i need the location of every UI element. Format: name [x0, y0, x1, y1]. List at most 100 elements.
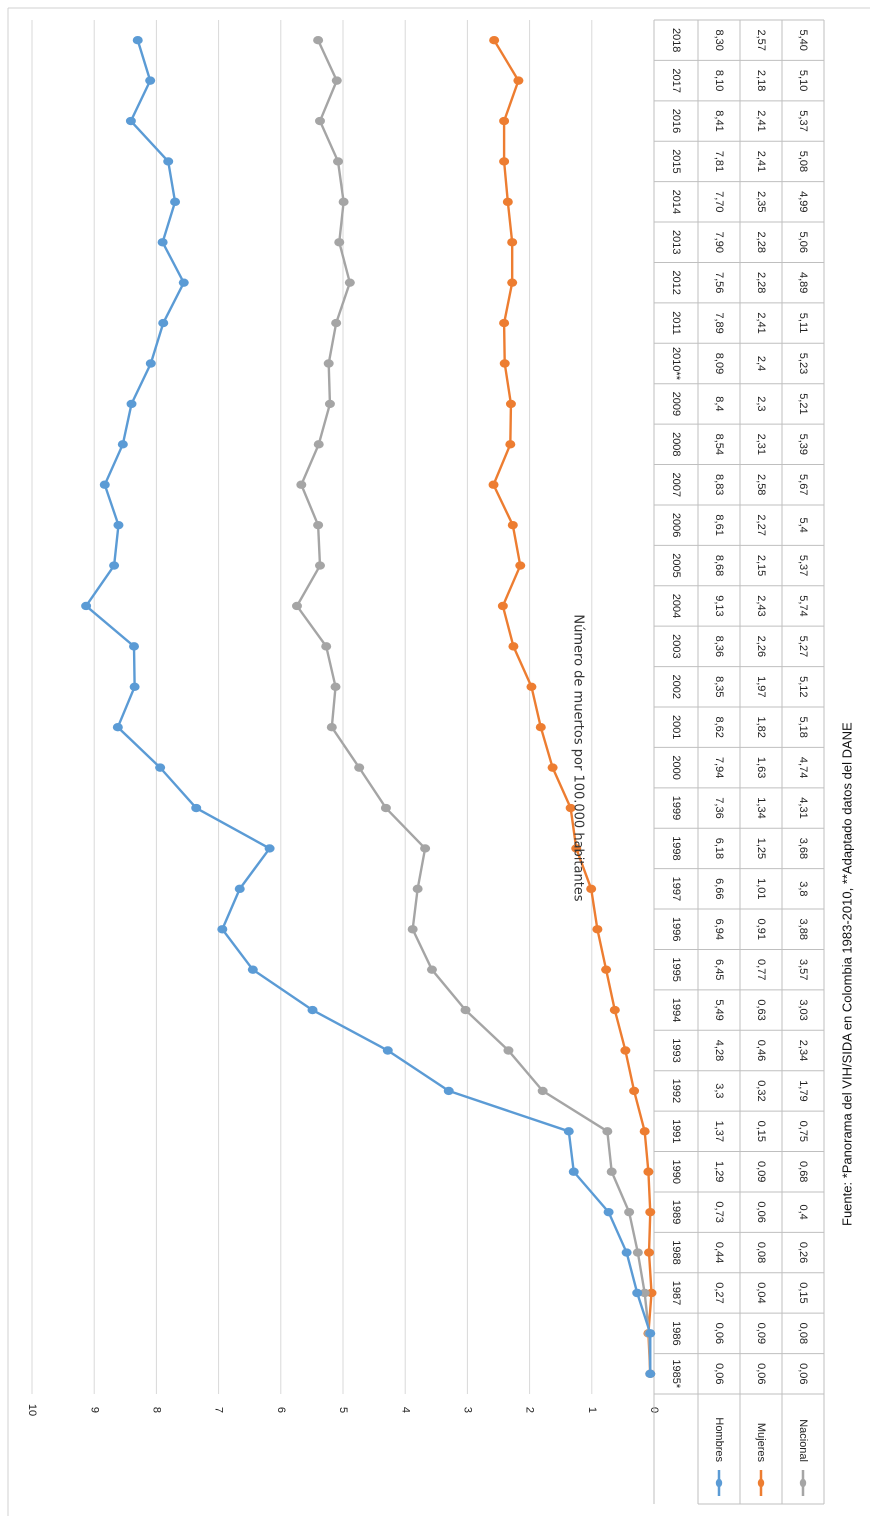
data-label: 2,28	[755, 232, 767, 253]
data-label: 5,37	[797, 110, 809, 131]
data-label: 0,27	[713, 1282, 725, 1303]
data-point	[568, 1167, 579, 1176]
data-point	[234, 884, 245, 894]
category-label: 1990	[670, 1159, 682, 1183]
data-point	[565, 803, 576, 813]
data-label: 5,37	[797, 555, 809, 576]
data-point	[264, 844, 275, 853]
data-point	[639, 1127, 650, 1136]
data-point	[338, 197, 349, 207]
data-label: 5,21	[797, 393, 809, 414]
data-point	[507, 238, 518, 247]
data-point	[145, 359, 156, 368]
data-label: 6,18	[713, 838, 725, 859]
data-point	[632, 1248, 643, 1257]
data-label: 0,26	[797, 1242, 809, 1263]
category-label: 2018	[670, 28, 682, 52]
data-label: 4,74	[797, 757, 809, 778]
data-point	[606, 1167, 617, 1176]
data-label: 4,99	[797, 191, 809, 212]
data-label: 2,41	[755, 312, 767, 333]
data-label: 8,83	[713, 474, 725, 495]
y-axis-label: Número de muertos por 100.000 habitantes	[571, 614, 586, 901]
data-point	[499, 157, 510, 166]
data-point	[334, 238, 345, 247]
y-tick-label: 9	[88, 1407, 100, 1413]
category-label: 2003	[670, 634, 682, 658]
data-label: 1,25	[755, 838, 767, 859]
data-label: 4,28	[713, 1040, 725, 1061]
data-label: 8,41	[713, 110, 725, 131]
data-label: 6,94	[713, 919, 725, 940]
category-label: 2000	[670, 755, 682, 779]
data-point	[313, 520, 324, 530]
data-label: 0,06	[713, 1323, 725, 1344]
category-label: 1991	[670, 1119, 682, 1143]
data-label: 1,82	[755, 716, 767, 737]
data-label: 7,36	[713, 797, 725, 818]
category-label: 1996	[670, 917, 682, 941]
data-point	[412, 884, 423, 894]
data-point	[499, 116, 510, 126]
data-point	[109, 561, 120, 570]
category-label: 1999	[670, 796, 682, 820]
data-point	[344, 278, 355, 287]
data-point	[382, 1046, 393, 1055]
data-point	[191, 803, 202, 813]
data-label: 2,28	[755, 272, 767, 293]
data-label: 3,8	[797, 881, 809, 896]
data-label: 2,3	[755, 396, 767, 411]
data-label: 2,43	[755, 595, 767, 616]
data-label: 0,46	[755, 1040, 767, 1061]
data-label: 0,73	[713, 1201, 725, 1222]
legend-label: Hombres	[713, 1417, 725, 1462]
data-point	[620, 1046, 631, 1055]
data-label: 2,41	[755, 110, 767, 131]
data-point	[313, 36, 324, 45]
category-label: 1985*	[670, 1359, 682, 1388]
category-label: 1998	[670, 836, 682, 860]
category-label: 2017	[670, 68, 682, 92]
data-point	[330, 682, 341, 691]
category-label: 2007	[670, 472, 682, 496]
data-label: 1,37	[713, 1121, 725, 1142]
data-label: 5,40	[797, 29, 809, 50]
data-point	[645, 1207, 656, 1217]
legend-marker	[715, 1478, 723, 1488]
category-label: 2009	[670, 392, 682, 416]
data-label: 2,18	[755, 70, 767, 91]
data-point	[314, 116, 325, 126]
data-label: 1,01	[755, 878, 767, 899]
data-label: 0,06	[713, 1363, 725, 1384]
data-point	[507, 520, 518, 530]
data-label: 1,63	[755, 757, 767, 778]
data-point	[99, 480, 110, 489]
data-label: 8,61	[713, 514, 725, 535]
data-label: 0,09	[755, 1161, 767, 1182]
category-label: 1986	[670, 1321, 682, 1345]
data-label: 8,36	[713, 636, 725, 657]
data-label: 3,57	[797, 959, 809, 980]
data-label: 0,44	[713, 1242, 725, 1263]
data-point	[601, 965, 612, 974]
data-point	[112, 723, 123, 732]
data-point	[314, 561, 325, 570]
data-label: 5,4	[797, 517, 809, 532]
category-label: 2001	[670, 715, 682, 739]
data-label: 5,11	[797, 313, 809, 334]
data-point	[163, 157, 174, 166]
data-point	[644, 1248, 655, 1257]
data-point	[247, 965, 258, 974]
data-label: 2,31	[755, 434, 767, 455]
data-point	[125, 116, 136, 126]
category-label: 1988	[670, 1240, 682, 1264]
data-label: 0,04	[755, 1282, 767, 1303]
data-point	[291, 601, 302, 611]
data-point	[645, 1369, 656, 1378]
y-tick-label: 3	[461, 1407, 473, 1413]
category-label: 2006	[670, 513, 682, 537]
category-label: 1997	[670, 877, 682, 901]
data-label: 6,66	[713, 878, 725, 899]
